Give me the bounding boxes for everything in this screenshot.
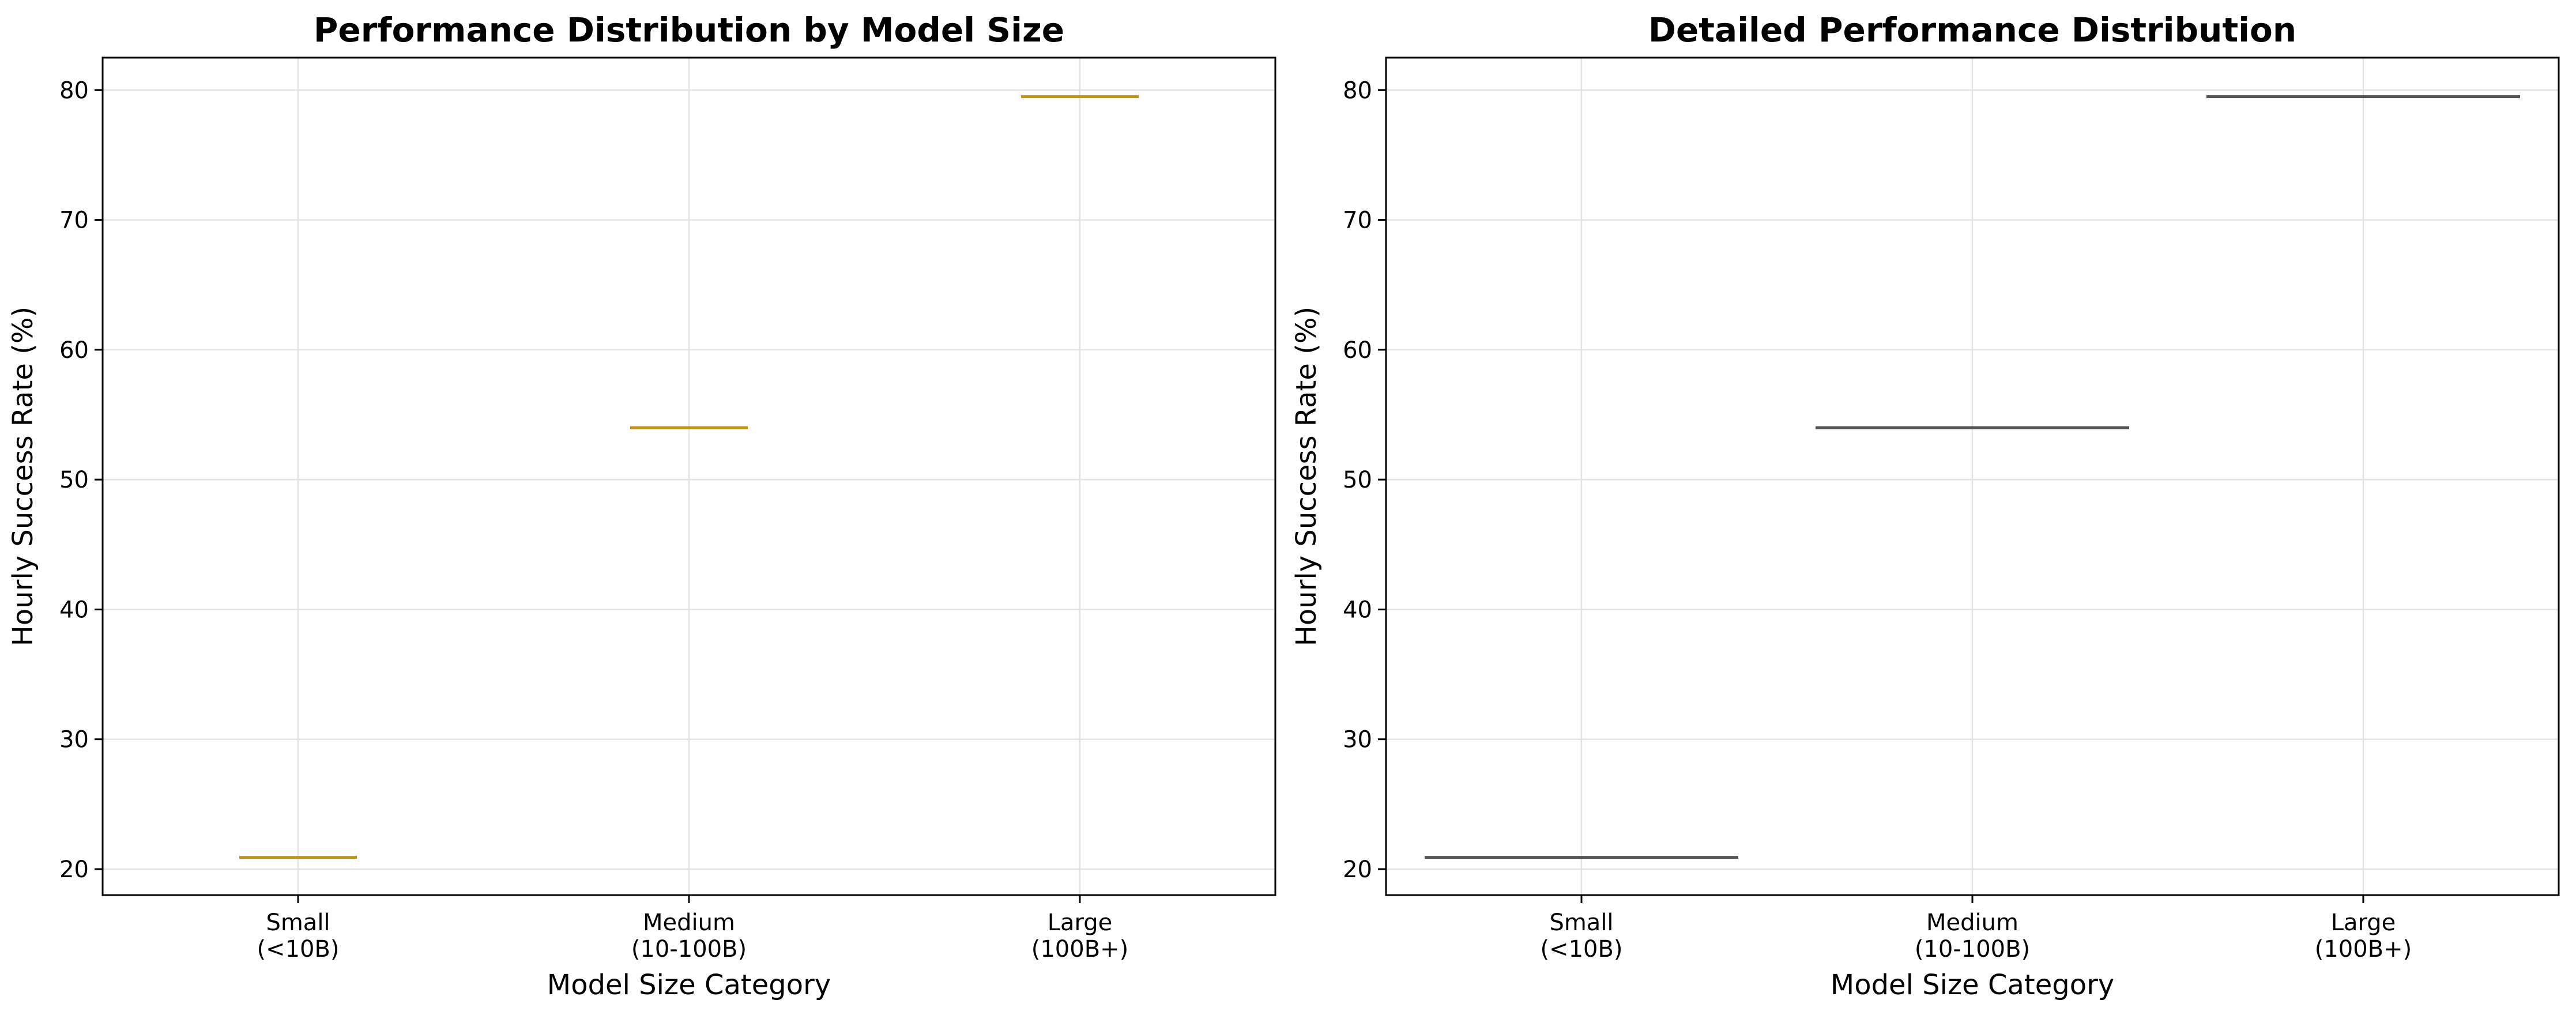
y-tick-label: 60 [59,337,89,364]
y-tick-label: 30 [59,727,89,753]
y-tick-label: 60 [1343,337,1372,364]
x-tick-label: Large (100B+) [2315,909,2412,963]
y-tick-label: 80 [59,77,89,104]
chart-panel-2: 20 30 40 50 60 70 80 Small (<10B) Medium (10-100B)… [1290,10,2560,1001]
x-axis-label: Model Size Category [1831,969,2114,1001]
y-axis-label: Hourly Success Rate (%) [7,307,39,646]
y-tick-label: 70 [1343,207,1372,234]
y-tick-label: 50 [59,467,89,493]
y-tick-label: 40 [1343,597,1372,623]
x-tick-label: Small (<10B) [1540,909,1622,963]
y-tick-label: 20 [59,856,89,883]
x-tick-label: Medium (10-100B) [1915,909,2030,963]
y-tick-label: 30 [1343,727,1372,753]
y-axis-label: Hourly Success Rate (%) [1290,307,1323,646]
y-tick-label: 80 [1343,77,1372,104]
chart-title: Detailed Performance Distribution [1648,10,2296,50]
x-tick-label: Large (100B+) [1031,909,1129,963]
y-tick-label: 20 [1343,856,1372,883]
chart-title: Performance Distribution by Model Size [314,10,1064,50]
chart-panel-1: 20 30 40 50 60 70 80 Small (<10B) Medium (10-100B)… [7,10,1276,1001]
x-tick-label: Medium (10-100B) [631,909,747,963]
y-tick-label: 40 [59,597,89,623]
y-tick-label: 50 [1343,467,1372,493]
x-tick-label: Small (<10B) [257,909,339,963]
x-axis-label: Model Size Category [547,969,831,1001]
y-tick-label: 70 [59,207,89,234]
